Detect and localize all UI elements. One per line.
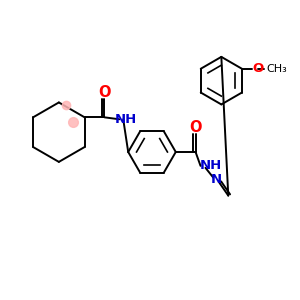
Text: O: O (253, 62, 264, 75)
Text: N: N (211, 173, 222, 186)
Text: O: O (189, 120, 202, 135)
Text: O: O (98, 85, 111, 100)
Text: NH: NH (115, 113, 137, 126)
Text: CH₃: CH₃ (267, 64, 287, 74)
Text: NH: NH (199, 159, 222, 172)
